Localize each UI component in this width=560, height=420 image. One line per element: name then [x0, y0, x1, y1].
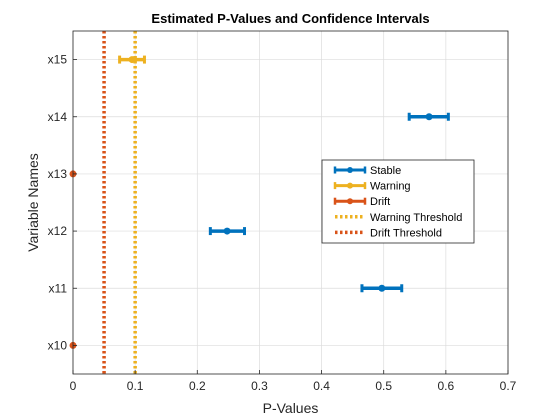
- legend-entry: Warning: [333, 181, 411, 193]
- y-axis-label: Variable Names: [25, 153, 41, 252]
- x-tick-label: 0.6: [438, 379, 455, 393]
- axis-ticks: 0 0.1 0.2 0.3 0.4 0.5 0.6 0.7 x10 x11 x12 x13 x14 x15: [48, 53, 517, 393]
- errorbar-point: [208, 227, 247, 236]
- legend-swatch-marker: [347, 198, 353, 205]
- x-tick-label: 0.5: [375, 379, 392, 393]
- y-tick-label: x12: [48, 224, 68, 238]
- legend: Stable Warning Drift Warning Threshold Drift…: [321, 159, 475, 244]
- y-tick-label: x14: [48, 110, 68, 124]
- x-tick-label: 0: [70, 379, 77, 393]
- legend-swatch-marker: [347, 167, 353, 173]
- y-tick-label: x13: [48, 167, 68, 181]
- legend-swatch-marker: [347, 182, 353, 189]
- chart-title: Estimated P-Values and Confidence Interv…: [151, 11, 429, 26]
- axes-box: [72, 30, 509, 375]
- x-tick-label: 0.2: [189, 379, 206, 393]
- legend-label: Drift Threshold: [370, 227, 442, 239]
- errorbar-point: [360, 284, 404, 293]
- legend-label: Stable: [370, 165, 401, 177]
- legend-label: Warning Threshold: [370, 212, 462, 224]
- y-tick-label: x15: [48, 53, 68, 67]
- x-tick-label: 0.7: [500, 379, 517, 393]
- legend-entry: Warning Threshold: [335, 212, 462, 224]
- legend-label: Drift: [370, 196, 390, 208]
- legend-entry: Drift Threshold: [335, 227, 442, 239]
- threshold-lines: [102, 31, 137, 374]
- x-tick-label: 0.1: [127, 379, 144, 393]
- legend-entry: Drift: [333, 196, 390, 208]
- x-axis-label: P-Values: [263, 400, 319, 416]
- x-tick-label: 0.4: [313, 379, 330, 393]
- y-tick-label: x10: [48, 338, 68, 352]
- errorbar-marker: [425, 113, 433, 121]
- x-tick-label: 0.3: [251, 379, 268, 393]
- y-tick-label: x11: [49, 281, 68, 295]
- errorbar-point: [407, 112, 450, 121]
- data-series: [69, 55, 450, 349]
- legend-entry: Stable: [333, 165, 401, 177]
- errorbar-point: [118, 55, 146, 64]
- errorbar-marker: [223, 227, 231, 235]
- errorbar-marker: [378, 284, 386, 292]
- errorbar-marker: [128, 56, 136, 64]
- legend-label: Warning: [370, 181, 411, 193]
